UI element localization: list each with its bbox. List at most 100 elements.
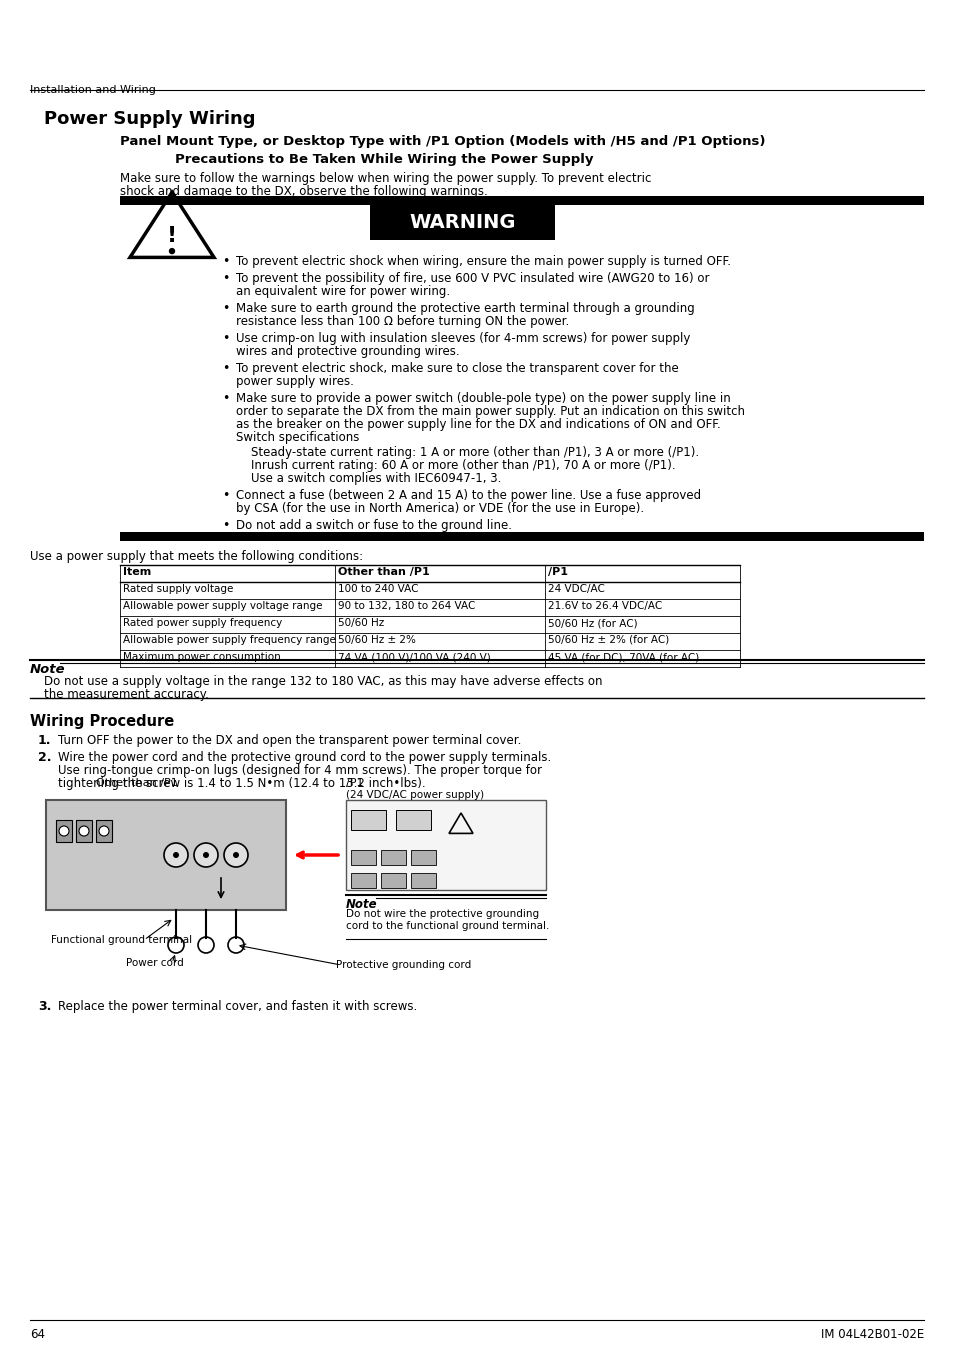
Text: 50/60 Hz: 50/60 Hz <box>337 618 384 628</box>
Text: order to separate the DX from the main power supply. Put an indication on this s: order to separate the DX from the main p… <box>235 405 744 418</box>
Text: To prevent the possibility of fire, use 600 V PVC insulated wire (AWG20 to 16) o: To prevent the possibility of fire, use … <box>235 271 709 285</box>
Bar <box>411 850 436 865</box>
Circle shape <box>170 248 174 254</box>
Text: /P1: /P1 <box>547 567 567 576</box>
Bar <box>120 532 923 541</box>
Text: Allowable power supply frequency range: Allowable power supply frequency range <box>123 634 335 645</box>
Text: as the breaker on the power supply line for the DX and indications of ON and OFF: as the breaker on the power supply line … <box>235 418 720 431</box>
Text: Rated power supply frequency: Rated power supply frequency <box>123 618 282 628</box>
Circle shape <box>172 852 179 859</box>
Text: •: • <box>222 518 229 532</box>
Text: Precautions to Be Taken While Wiring the Power Supply: Precautions to Be Taken While Wiring the… <box>174 153 593 166</box>
Text: Power cord: Power cord <box>126 958 184 968</box>
Text: Installation and Wiring: Installation and Wiring <box>30 85 155 94</box>
Circle shape <box>79 826 89 836</box>
Text: •: • <box>222 362 229 375</box>
Text: 1.: 1. <box>38 734 51 747</box>
Text: by CSA (for the use in North America) or VDE (for the use in Europe).: by CSA (for the use in North America) or… <box>235 502 643 514</box>
Text: Use a power supply that meets the following conditions:: Use a power supply that meets the follow… <box>30 549 363 563</box>
Text: 24 VDC/AC: 24 VDC/AC <box>547 585 604 594</box>
Text: WARNING: WARNING <box>409 213 516 232</box>
Bar <box>380 873 406 888</box>
Text: Power Supply Wiring: Power Supply Wiring <box>44 109 255 128</box>
Text: Protective grounding cord: Protective grounding cord <box>335 960 471 971</box>
Circle shape <box>198 937 213 953</box>
Text: Use ring-tongue crimp-on lugs (designed for 4 mm screws). The proper torque for: Use ring-tongue crimp-on lugs (designed … <box>58 764 541 778</box>
Bar <box>370 205 555 240</box>
Text: the measurement accuracy.: the measurement accuracy. <box>44 688 209 701</box>
Text: Item: Item <box>123 567 152 576</box>
Text: (24 VDC/AC power supply): (24 VDC/AC power supply) <box>346 790 483 801</box>
Text: 64: 64 <box>30 1328 45 1341</box>
Text: •: • <box>222 302 229 315</box>
Text: Allowable power supply voltage range: Allowable power supply voltage range <box>123 601 322 612</box>
Text: •: • <box>222 271 229 285</box>
Text: 3.: 3. <box>38 1000 51 1012</box>
Text: 45 VA (for DC), 70VA (for AC): 45 VA (for DC), 70VA (for AC) <box>547 652 699 662</box>
Text: resistance less than 100 Ω before turning ON the power.: resistance less than 100 Ω before turnin… <box>235 315 569 328</box>
Text: 50/60 Hz (for AC): 50/60 Hz (for AC) <box>547 618 637 628</box>
Bar <box>76 819 91 842</box>
Text: Replace the power terminal cover, and fasten it with screws.: Replace the power terminal cover, and fa… <box>58 1000 416 1012</box>
Bar <box>395 810 431 830</box>
Bar <box>346 801 545 890</box>
Bar <box>380 850 406 865</box>
Text: •: • <box>222 255 229 269</box>
Text: /P1: /P1 <box>346 778 363 788</box>
Text: Note: Note <box>346 898 377 911</box>
Text: 21.6V to 26.4 VDC/AC: 21.6V to 26.4 VDC/AC <box>547 601 661 612</box>
Text: cord to the functional ground terminal.: cord to the functional ground terminal. <box>346 921 549 931</box>
Circle shape <box>59 826 69 836</box>
Bar <box>56 819 71 842</box>
Circle shape <box>203 852 209 859</box>
Text: Wiring Procedure: Wiring Procedure <box>30 714 174 729</box>
Circle shape <box>233 852 239 859</box>
Text: Functional ground terminal: Functional ground terminal <box>51 936 192 945</box>
Text: Do not add a switch or fuse to the ground line.: Do not add a switch or fuse to the groun… <box>235 518 512 532</box>
Text: Other than /P1: Other than /P1 <box>96 778 177 788</box>
Text: tightening the screw is 1.4 to 1.5 N•m (12.4 to 13.2 inch•lbs).: tightening the screw is 1.4 to 1.5 N•m (… <box>58 778 425 790</box>
Text: Inrush current rating: 60 A or more (other than /P1), 70 A or more (/P1).: Inrush current rating: 60 A or more (oth… <box>235 459 675 472</box>
Bar <box>351 873 375 888</box>
Text: 74 VA (100 V)/100 VA (240 V): 74 VA (100 V)/100 VA (240 V) <box>337 652 490 662</box>
Text: Note: Note <box>30 663 66 676</box>
Text: 90 to 132, 180 to 264 VAC: 90 to 132, 180 to 264 VAC <box>337 601 475 612</box>
Text: !: ! <box>167 225 177 246</box>
Text: Make sure to provide a power switch (double-pole type) on the power supply line : Make sure to provide a power switch (dou… <box>235 392 730 405</box>
Text: Use crimp-on lug with insulation sleeves (for 4-mm screws) for power supply: Use crimp-on lug with insulation sleeves… <box>235 332 690 346</box>
Text: To prevent electric shock when wiring, ensure the main power supply is turned OF: To prevent electric shock when wiring, e… <box>235 255 730 269</box>
Text: •: • <box>222 392 229 405</box>
Circle shape <box>228 937 244 953</box>
Bar <box>46 801 286 910</box>
Text: Panel Mount Type, or Desktop Type with /P1 Option (Models with /H5 and /P1 Optio: Panel Mount Type, or Desktop Type with /… <box>120 135 764 148</box>
Bar <box>351 850 375 865</box>
Text: •: • <box>222 489 229 502</box>
Text: Turn OFF the power to the DX and open the transparent power terminal cover.: Turn OFF the power to the DX and open th… <box>58 734 521 747</box>
Text: To prevent electric shock, make sure to close the transparent cover for the: To prevent electric shock, make sure to … <box>235 362 678 375</box>
Text: Switch specifications: Switch specifications <box>235 431 359 444</box>
Bar <box>96 819 112 842</box>
Text: Rated supply voltage: Rated supply voltage <box>123 585 233 594</box>
Text: Maximum power consumption: Maximum power consumption <box>123 652 280 662</box>
Circle shape <box>164 842 188 867</box>
Bar <box>120 196 923 205</box>
Circle shape <box>99 826 109 836</box>
Circle shape <box>193 842 218 867</box>
Text: Do not wire the protective grounding: Do not wire the protective grounding <box>346 909 538 919</box>
Text: Make sure to earth ground the protective earth terminal through a grounding: Make sure to earth ground the protective… <box>235 302 694 315</box>
Text: Do not use a supply voltage in the range 132 to 180 VAC, as this may have advers: Do not use a supply voltage in the range… <box>44 675 602 688</box>
Bar <box>411 873 436 888</box>
Text: Use a switch complies with IEC60947-1, 3.: Use a switch complies with IEC60947-1, 3… <box>235 472 501 485</box>
Text: 50/60 Hz ± 2%: 50/60 Hz ± 2% <box>337 634 416 645</box>
Text: power supply wires.: power supply wires. <box>235 375 354 387</box>
Circle shape <box>224 842 248 867</box>
Text: shock and damage to the DX, observe the following warnings.: shock and damage to the DX, observe the … <box>120 185 487 198</box>
Text: Connect a fuse (between 2 A and 15 A) to the power line. Use a fuse approved: Connect a fuse (between 2 A and 15 A) to… <box>235 489 700 502</box>
Text: IM 04L42B01-02E: IM 04L42B01-02E <box>820 1328 923 1341</box>
Text: wires and protective grounding wires.: wires and protective grounding wires. <box>235 346 459 358</box>
Text: Other than /P1: Other than /P1 <box>337 567 429 576</box>
Text: an equivalent wire for power wiring.: an equivalent wire for power wiring. <box>235 285 450 298</box>
Text: 100 to 240 VAC: 100 to 240 VAC <box>337 585 418 594</box>
Text: 50/60 Hz ± 2% (for AC): 50/60 Hz ± 2% (for AC) <box>547 634 669 645</box>
Text: Steady-state current rating: 1 A or more (other than /P1), 3 A or more (/P1).: Steady-state current rating: 1 A or more… <box>235 446 699 459</box>
